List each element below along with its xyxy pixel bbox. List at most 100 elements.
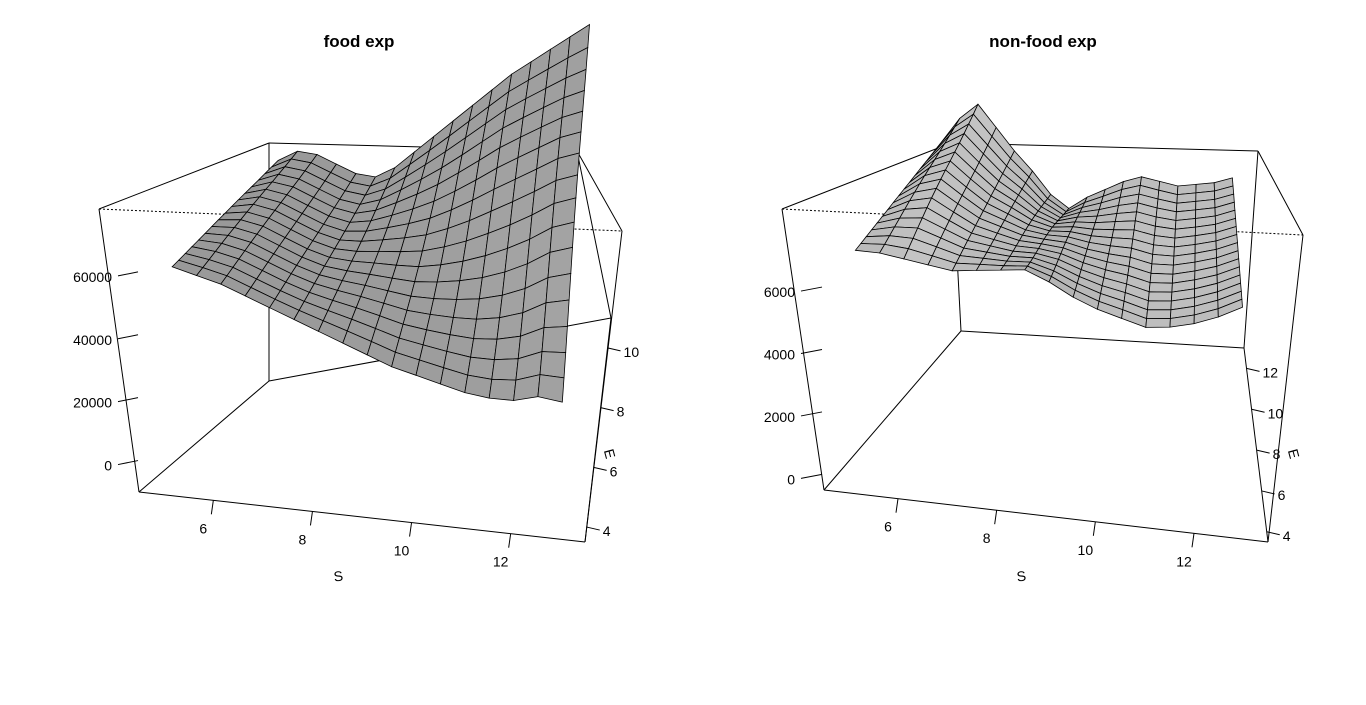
surface-facet xyxy=(1147,300,1172,311)
s-tick-mark xyxy=(895,498,899,513)
s-tick-label: 10 xyxy=(1078,542,1094,558)
surface-mesh xyxy=(171,23,590,403)
surface-facet xyxy=(476,294,503,320)
surface-facet xyxy=(470,338,498,361)
e-tick-mark xyxy=(607,347,621,352)
s-tick-label: 8 xyxy=(299,531,307,547)
surface-facet xyxy=(1145,318,1171,328)
z-tick-label: 0 xyxy=(104,458,112,474)
surface-facet xyxy=(547,246,573,279)
non-food-exp-panel: non-food exp 0 2000 4000 6000 6 8 10 12 4 6 8 10 12 S… xyxy=(764,32,1304,585)
box-back-bottom-edge xyxy=(960,330,1245,349)
surface-facet xyxy=(491,358,519,381)
s-tick-mark xyxy=(508,533,512,548)
z-tick-label: 2000 xyxy=(764,409,795,425)
z-tick-label: 4000 xyxy=(764,347,795,363)
z-tick-label: 40000 xyxy=(73,332,112,348)
s-tick-label: 8 xyxy=(983,530,991,546)
s-axis-label: S xyxy=(333,567,344,584)
surface-facet xyxy=(1146,309,1172,320)
box-front-left-edge xyxy=(98,208,140,493)
surface-facet xyxy=(543,299,570,329)
e-tick-label: 6 xyxy=(1278,487,1286,503)
box-right-bottom-edge xyxy=(1243,347,1269,543)
surface-facet xyxy=(464,374,493,399)
s-tick-mark xyxy=(1191,533,1195,548)
surface-facet xyxy=(541,326,568,354)
box-left-bottom-edge xyxy=(138,380,270,493)
e-tick-mark xyxy=(1266,531,1280,536)
e-tick-mark xyxy=(1256,449,1270,454)
box-back-right-edge xyxy=(1243,150,1259,349)
surface-facet xyxy=(537,374,565,403)
surface-facet xyxy=(395,250,423,268)
z-tick-label: 60000 xyxy=(73,269,112,285)
box-front-right-edge xyxy=(584,230,623,543)
z-tick-mark xyxy=(800,411,823,417)
box-left-top-edge xyxy=(781,142,952,210)
e-tick-label: 10 xyxy=(1268,405,1284,421)
e-axis-label: E xyxy=(601,447,619,460)
non-food-exp-title: non-food exp xyxy=(989,32,1097,51)
s-tick-label: 12 xyxy=(1176,553,1192,569)
surface-facet xyxy=(1114,211,1138,223)
s-axis-label: S xyxy=(1016,567,1027,584)
e-tick-mark xyxy=(586,526,600,531)
e-axis-label: E xyxy=(1285,447,1303,460)
e-tick-label: 10 xyxy=(624,344,640,360)
z-tick-label: 6000 xyxy=(764,284,795,300)
surface-facet xyxy=(951,262,981,272)
box-right-top-edge xyxy=(576,150,623,232)
surface-facet xyxy=(456,277,483,300)
e-tick-label: 12 xyxy=(1263,364,1279,380)
z-tick-mark xyxy=(117,334,139,340)
food-exp-panel: food exp 0 20000 40000 60000 6 8 10 12 4 6 8 10 S E xyxy=(73,23,640,585)
e-tick-label: 4 xyxy=(1283,528,1291,544)
surface-facet xyxy=(1149,272,1174,284)
surface-facet xyxy=(975,263,1005,271)
surface-facet xyxy=(493,335,521,361)
surface-facet xyxy=(1113,220,1136,231)
surface-facet xyxy=(999,265,1029,271)
surface-facet xyxy=(1217,298,1243,318)
s-tick-label: 10 xyxy=(394,543,410,559)
box-front-right-edge xyxy=(1267,234,1304,543)
e-tick-label: 8 xyxy=(617,404,625,420)
surface-facet xyxy=(488,378,517,401)
z-tick-mark xyxy=(117,397,139,403)
s-tick-mark xyxy=(994,510,998,525)
z-tick-label: 0 xyxy=(787,471,795,487)
s-tick-mark xyxy=(409,522,413,537)
surface-facet xyxy=(539,351,567,379)
e-tick-mark xyxy=(1251,408,1265,413)
z-tick-mark xyxy=(800,286,823,292)
food-exp-title: food exp xyxy=(324,32,395,51)
surface-facet xyxy=(410,281,438,300)
box-back-right-edge xyxy=(576,150,612,319)
box-front-left-edge xyxy=(781,208,825,491)
z-tick-mark xyxy=(800,473,823,479)
box-right-top-edge xyxy=(1257,150,1304,236)
surface-facet xyxy=(1092,221,1116,231)
s-tick-label: 12 xyxy=(493,554,509,570)
z-tick-label: 20000 xyxy=(73,395,112,411)
s-tick-label: 6 xyxy=(199,520,207,536)
e-tick-mark xyxy=(600,407,614,412)
surface-facet xyxy=(1002,260,1032,267)
e-tick-label: 4 xyxy=(603,523,611,539)
e-tick-label: 6 xyxy=(610,463,618,479)
surface-facet xyxy=(1150,263,1174,275)
box-left-top-edge xyxy=(98,142,270,210)
e-tick-mark xyxy=(1246,367,1260,372)
z-tick-mark xyxy=(800,349,823,354)
surface-facet xyxy=(473,317,501,340)
s-tick-mark xyxy=(1092,521,1096,536)
s-tick-label: 6 xyxy=(884,519,892,535)
s-tick-mark xyxy=(309,511,313,526)
surface-facet xyxy=(1147,291,1173,302)
surface-facet xyxy=(452,298,480,320)
e-tick-mark xyxy=(1261,490,1275,495)
surface-mesh xyxy=(854,103,1243,328)
